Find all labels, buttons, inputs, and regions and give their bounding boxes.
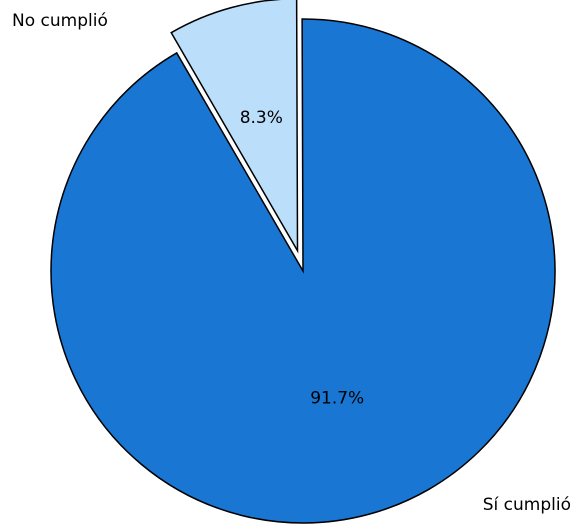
pie-slices	[50, 0, 556, 524]
pie-slice-si-cumplio	[50, 18, 556, 524]
pie-category-label: No cumplió	[12, 11, 108, 31]
pie-category-label: Sí cumplió	[483, 495, 571, 515]
pie-slice-no-cumplio	[170, 0, 299, 254]
pie-labels: 8.3% No cumplió 91.7% Sí cumplió	[12, 11, 571, 515]
pie-percent-label: 8.3%	[240, 108, 283, 128]
pie-percent-label: 91.7%	[310, 388, 364, 408]
